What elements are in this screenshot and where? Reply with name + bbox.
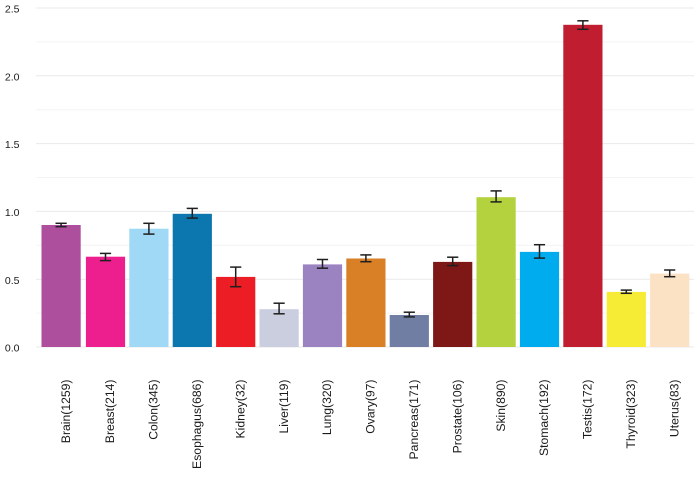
svg-text:0.5: 0.5 <box>5 275 20 287</box>
svg-text:Testis(172): Testis(172) <box>581 380 595 440</box>
svg-text:Ovary(97): Ovary(97) <box>364 380 378 434</box>
svg-text:Brain(1259): Brain(1259) <box>59 380 73 444</box>
svg-text:Pancreas(171): Pancreas(171) <box>407 380 421 460</box>
svg-text:2.0: 2.0 <box>5 71 20 83</box>
svg-text:Colon(345): Colon(345) <box>147 380 161 440</box>
svg-text:0.0: 0.0 <box>5 343 20 355</box>
svg-text:1.0: 1.0 <box>5 207 20 219</box>
svg-text:Stomach(192): Stomach(192) <box>537 380 551 457</box>
svg-text:Esophagus(686): Esophagus(686) <box>190 380 204 469</box>
svg-text:Thyroid(323): Thyroid(323) <box>624 380 638 449</box>
svg-text:1.5: 1.5 <box>5 139 20 151</box>
svg-text:Liver(119): Liver(119) <box>277 380 291 434</box>
svg-text:Lung(320): Lung(320) <box>320 380 334 436</box>
svg-text:Breast(214): Breast(214) <box>103 380 117 444</box>
svg-text:Skin(890): Skin(890) <box>494 380 508 432</box>
svg-text:2.5: 2.5 <box>5 4 20 16</box>
svg-text:Uterus(83): Uterus(83) <box>668 380 682 438</box>
svg-text:Prostate(106): Prostate(106) <box>451 380 465 454</box>
svg-text:Kidney(32): Kidney(32) <box>233 380 247 439</box>
